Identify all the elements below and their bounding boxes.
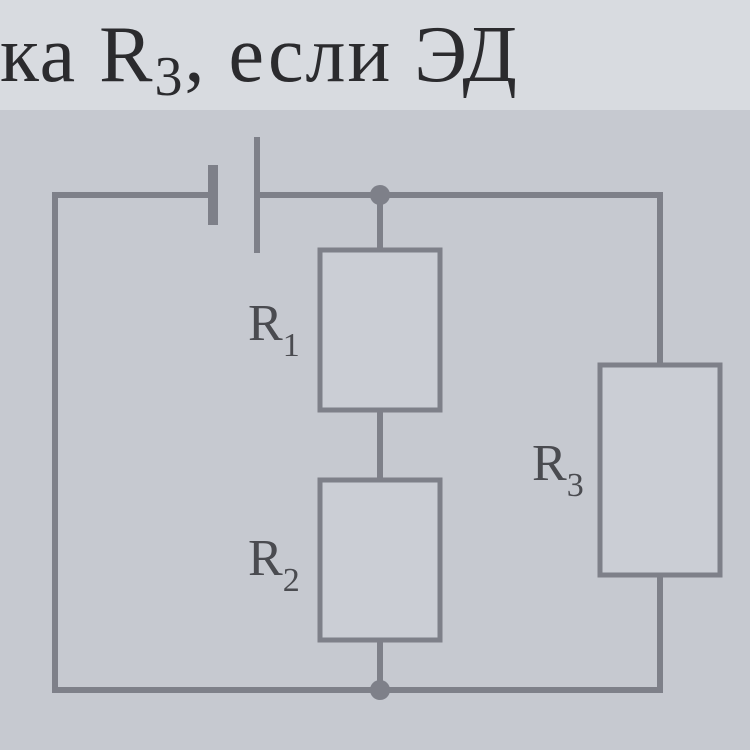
page: ка R3, если ЭД R1R2R3 (0, 0, 750, 750)
resistor-r2 (320, 480, 440, 640)
resistor-r1 (320, 250, 440, 410)
node-top (370, 185, 390, 205)
node-bottom (370, 680, 390, 700)
header-suffix: , если ЭД (185, 10, 519, 101)
header-subscript: 3 (155, 45, 185, 109)
header-prefix: ка R (0, 10, 155, 101)
circuit-diagram: R1R2R3 (0, 110, 750, 750)
circuit-svg: R1R2R3 (0, 110, 750, 750)
header-text: ка R3, если ЭД (0, 0, 750, 110)
resistor-r3 (600, 365, 720, 575)
